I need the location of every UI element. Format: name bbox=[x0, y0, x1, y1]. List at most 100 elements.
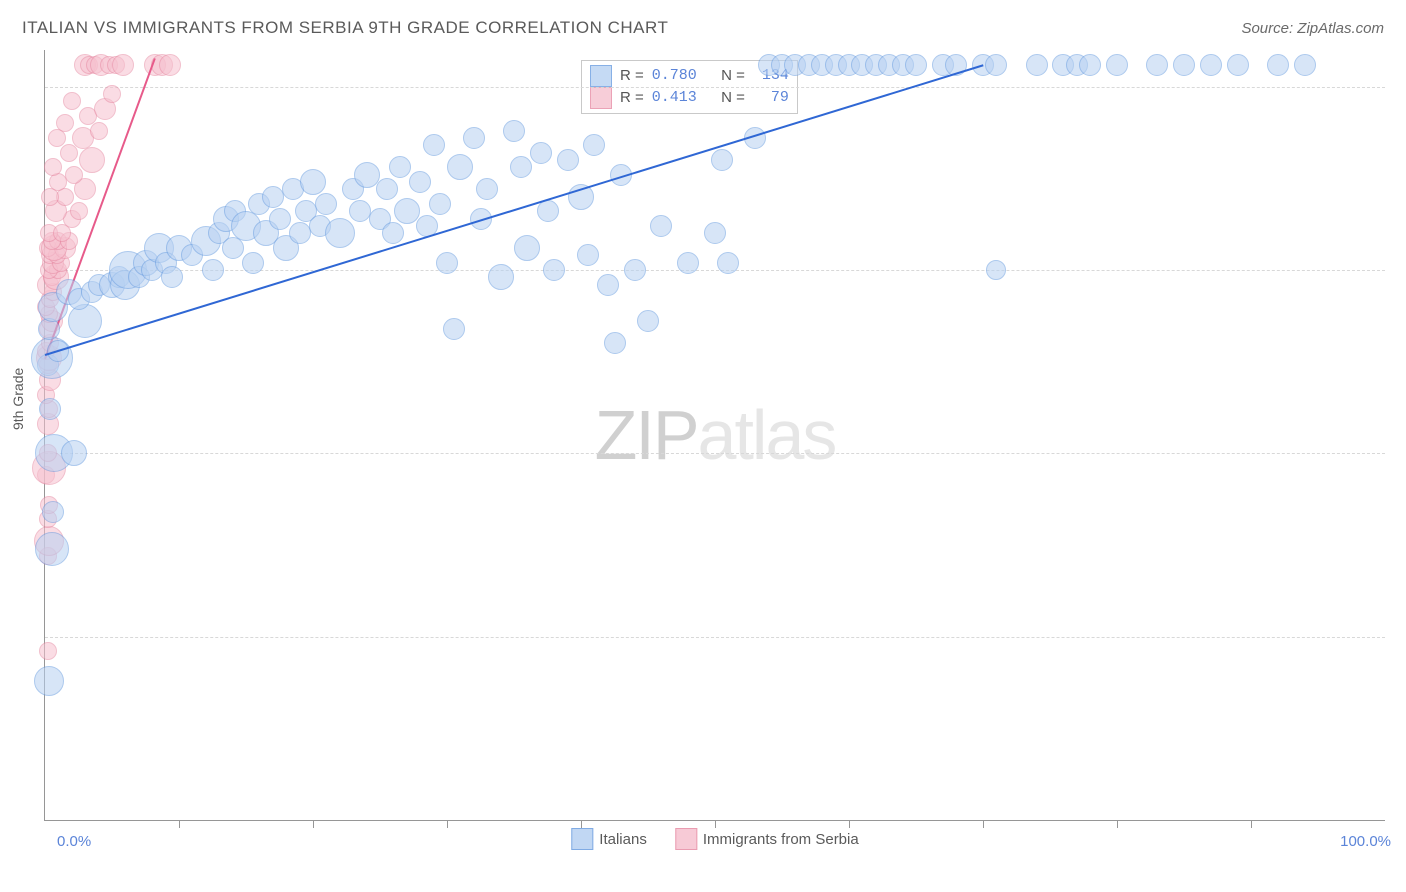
bubble-italians bbox=[650, 215, 672, 237]
bubble-italians bbox=[514, 235, 540, 261]
legend-item-italians: Italians bbox=[571, 828, 647, 850]
bubble-italians bbox=[1106, 54, 1128, 76]
n-value: 79 bbox=[753, 87, 789, 109]
y-axis-label: 9th Grade bbox=[10, 368, 26, 430]
bubble-italians bbox=[604, 332, 626, 354]
x-minor-tick bbox=[1117, 820, 1118, 828]
bubble-italians bbox=[583, 134, 605, 156]
bubble-italians bbox=[503, 120, 525, 142]
r-value: 0.413 bbox=[652, 87, 697, 109]
swatch-serbia bbox=[590, 87, 612, 109]
bubble-italians bbox=[42, 501, 64, 523]
bubble-italians bbox=[557, 149, 579, 171]
swatch-italians bbox=[590, 65, 612, 87]
x-minor-tick bbox=[179, 820, 180, 828]
bubble-italians bbox=[1173, 54, 1195, 76]
bubble-italians bbox=[905, 54, 927, 76]
bubble-italians bbox=[443, 318, 465, 340]
bubble-serbia bbox=[103, 85, 121, 103]
bubble-italians bbox=[1200, 54, 1222, 76]
watermark: ZIPatlas bbox=[595, 395, 836, 475]
bubble-italians bbox=[325, 218, 355, 248]
bubble-serbia bbox=[65, 166, 83, 184]
bubble-serbia bbox=[56, 114, 74, 132]
bubble-italians bbox=[1267, 54, 1289, 76]
gridline bbox=[45, 87, 1385, 88]
bubble-serbia bbox=[39, 642, 57, 660]
x-minor-tick bbox=[447, 820, 448, 828]
bubble-italians bbox=[543, 259, 565, 281]
stats-row-serbia: R = 0.413 N = 79 bbox=[590, 87, 789, 109]
bubble-italians bbox=[315, 193, 337, 215]
bubble-italians bbox=[34, 666, 64, 696]
watermark-bold: ZIP bbox=[595, 396, 698, 474]
bubble-italians bbox=[300, 169, 326, 195]
r-label: R = bbox=[620, 87, 644, 109]
bubble-italians bbox=[624, 259, 646, 281]
bubble-italians bbox=[711, 149, 733, 171]
bubble-serbia bbox=[63, 92, 81, 110]
legend-item-serbia: Immigrants from Serbia bbox=[675, 828, 859, 850]
x-minor-tick bbox=[849, 820, 850, 828]
bubble-italians bbox=[985, 54, 1007, 76]
bubble-italians bbox=[488, 264, 514, 290]
bubble-italians bbox=[577, 244, 599, 266]
bubble-italians bbox=[537, 200, 559, 222]
bubble-italians bbox=[1227, 54, 1249, 76]
bubble-italians bbox=[463, 127, 485, 149]
r-value: 0.780 bbox=[652, 65, 697, 87]
r-label: R = bbox=[620, 65, 644, 87]
scatter-plot-area: ZIPatlas R =0.780 N =134R =0.413 N =79 I… bbox=[44, 50, 1385, 821]
bubble-italians bbox=[289, 222, 311, 244]
bubble-italians bbox=[222, 237, 244, 259]
bubble-italians bbox=[677, 252, 699, 274]
legend-label: Italians bbox=[599, 831, 647, 848]
bubble-italians bbox=[717, 252, 739, 274]
x-minor-tick bbox=[983, 820, 984, 828]
x-tick-label: 0.0% bbox=[57, 833, 91, 850]
series-legend: Italians Immigrants from Serbia bbox=[571, 828, 858, 850]
bubble-italians bbox=[637, 310, 659, 332]
x-minor-tick bbox=[1251, 820, 1252, 828]
bubble-italians bbox=[202, 259, 224, 281]
bubble-italians bbox=[510, 156, 532, 178]
legend-label: Immigrants from Serbia bbox=[703, 831, 859, 848]
x-minor-tick bbox=[581, 820, 582, 828]
swatch-icon bbox=[571, 828, 593, 850]
bubble-italians bbox=[409, 171, 431, 193]
bubble-serbia bbox=[112, 54, 134, 76]
trendline-italians bbox=[45, 65, 984, 357]
n-label: N = bbox=[721, 65, 745, 87]
x-minor-tick bbox=[313, 820, 314, 828]
bubble-italians bbox=[1079, 54, 1101, 76]
chart-title: ITALIAN VS IMMIGRANTS FROM SERBIA 9TH GR… bbox=[22, 18, 668, 38]
bubble-italians bbox=[39, 398, 61, 420]
source-attribution: Source: ZipAtlas.com bbox=[1241, 20, 1384, 37]
y-tick-label: 97.5% bbox=[1399, 262, 1406, 279]
bubble-italians bbox=[61, 440, 87, 466]
bubble-italians bbox=[1294, 54, 1316, 76]
bubble-italians bbox=[447, 154, 473, 180]
bubble-serbia bbox=[79, 147, 105, 173]
bubble-italians bbox=[35, 532, 69, 566]
bubble-serbia bbox=[90, 122, 108, 140]
bubble-italians bbox=[476, 178, 498, 200]
x-tick-label: 100.0% bbox=[1340, 833, 1391, 850]
bubble-italians bbox=[269, 208, 291, 230]
x-minor-tick bbox=[715, 820, 716, 828]
bubble-serbia bbox=[44, 158, 62, 176]
bubble-italians bbox=[376, 178, 398, 200]
bubble-italians bbox=[423, 134, 445, 156]
n-label: N = bbox=[721, 87, 745, 109]
bubble-italians bbox=[530, 142, 552, 164]
bubble-italians bbox=[349, 200, 371, 222]
bubble-italians bbox=[429, 193, 451, 215]
bubble-italians bbox=[242, 252, 264, 274]
bubble-italians bbox=[382, 222, 404, 244]
bubble-serbia bbox=[70, 202, 88, 220]
bubble-italians bbox=[1026, 54, 1048, 76]
bubble-italians bbox=[986, 260, 1006, 280]
gridline bbox=[45, 453, 1385, 454]
bubble-italians bbox=[436, 252, 458, 274]
bubble-italians bbox=[161, 266, 183, 288]
